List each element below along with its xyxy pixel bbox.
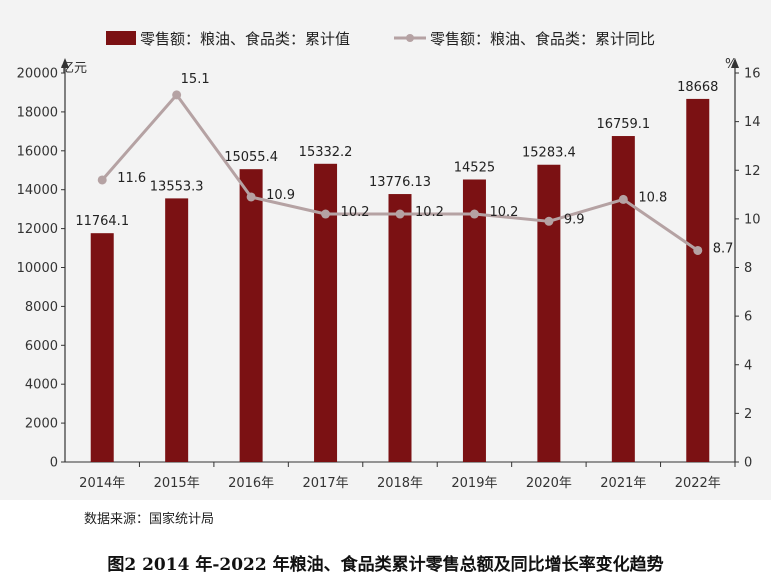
- growth-rate-label: 10.2: [489, 205, 518, 220]
- right-axis-tick-label: 2: [744, 407, 752, 422]
- right-axis-ticks: 0 2 4 6 8 10 12 14 16: [735, 67, 761, 471]
- legend-line-marker: [406, 34, 414, 42]
- growth-rate-point: [321, 209, 331, 219]
- bar-value-label: 13553.3: [150, 179, 204, 194]
- growth-rate-label: 10.9: [266, 188, 295, 203]
- figure-caption: 图2 2014 年-2022 年粮油、食品类累计零售总额及同比增长率变化趋势: [107, 555, 664, 575]
- x-axis-ticks: 2014年 2015年 2016年 2017年 2018年 2019年 2020年 2021年…: [79, 462, 736, 491]
- x-axis-tick-label: 2018年: [377, 476, 423, 491]
- growth-rate-point: [97, 175, 107, 185]
- right-axis-tick-label: 14: [744, 115, 761, 130]
- bar-value-label: 14525: [454, 160, 495, 175]
- left-axis-tick-label: 12000: [17, 222, 58, 237]
- growth-rate-point: [693, 245, 703, 255]
- growth-rate-label: 9.9: [564, 212, 585, 227]
- right-axis-tick-label: 6: [744, 310, 752, 325]
- x-axis-tick-label: 2019年: [451, 476, 497, 491]
- legend-bar-label: 零售额：粮油、食品类：累计值: [140, 30, 350, 48]
- left-axis-tick-label: 4000: [25, 378, 58, 393]
- x-axis-tick-label: 2021年: [600, 476, 646, 491]
- growth-rate-label: 10.2: [341, 205, 370, 220]
- legend: 零售额：粮油、食品类：累计值 零售额：粮油、食品类：累计同比: [106, 30, 655, 48]
- x-axis-tick-label: 2020年: [526, 476, 572, 491]
- left-axis-ticks: 0 2000 4000 6000 8000 10000 12000 14000 16000 180…: [17, 67, 65, 471]
- growth-rate-label: 8.7: [713, 241, 734, 256]
- growth-rate-label: 10.2: [415, 205, 444, 220]
- bar-data-labels: 11764.1 13553.3 15055.4 15332.2 13776.13 1452…: [75, 80, 718, 229]
- bar: [686, 98, 710, 462]
- right-axis-tick-label: 0: [744, 456, 752, 471]
- bar-value-label: 15283.4: [522, 146, 576, 161]
- left-axis-tick-label: 0: [50, 456, 58, 471]
- right-axis-arrow-icon: [731, 58, 739, 68]
- bar-value-label: 13776.13: [369, 175, 431, 190]
- bar-value-label: 15055.4: [224, 150, 278, 165]
- growth-rate-point: [172, 90, 182, 100]
- growth-rate-label: 15.1: [181, 72, 210, 87]
- x-axis-tick-label: 2016年: [228, 476, 274, 491]
- x-axis-tick-label: 2022年: [675, 476, 721, 491]
- legend-bar-swatch: [106, 31, 136, 45]
- left-axis-tick-label: 14000: [17, 183, 58, 198]
- chart-background: [0, 0, 771, 500]
- right-axis-tick-label: 12: [744, 164, 761, 179]
- bar: [537, 164, 561, 463]
- x-axis-tick-label: 2014年: [79, 476, 125, 491]
- left-axis-tick-label: 8000: [25, 300, 58, 315]
- legend-line-label: 零售额：粮油、食品类：累计同比: [430, 30, 655, 48]
- growth-rate-label: 10.8: [638, 190, 667, 205]
- bar-value-label: 16759.1: [596, 117, 650, 132]
- bar: [90, 233, 114, 462]
- x-axis-tick-label: 2017年: [303, 476, 349, 491]
- bar: [165, 198, 189, 463]
- bar-value-label: 15332.2: [299, 145, 353, 160]
- bar-value-label: 11764.1: [75, 214, 129, 229]
- growth-rate-point: [618, 194, 628, 204]
- right-axis-tick-label: 16: [744, 67, 761, 82]
- left-axis-tick-label: 16000: [17, 144, 58, 159]
- left-axis-tick-label: 20000: [17, 67, 58, 82]
- left-axis-tick-label: 10000: [17, 261, 58, 276]
- source-note: 数据来源：国家统计局: [84, 512, 215, 527]
- bar-value-label: 18668: [677, 80, 718, 95]
- right-axis-tick-label: 10: [744, 212, 761, 227]
- x-axis-tick-label: 2015年: [154, 476, 200, 491]
- growth-rate-point: [469, 209, 479, 219]
- right-axis-tick-label: 8: [744, 261, 752, 276]
- line-data-labels: 11.6 15.1 10.9 10.2 10.2 10.2 9.9 10.8 8.7: [117, 72, 733, 257]
- bar: [239, 169, 263, 462]
- line-series: [97, 90, 703, 255]
- bar-series: [90, 98, 710, 463]
- growth-rate-point: [246, 192, 256, 202]
- bar: [462, 179, 486, 462]
- left-axis-tick-label: 18000: [17, 105, 58, 120]
- bar: [388, 194, 412, 463]
- left-axis-tick-label: 2000: [25, 417, 58, 432]
- bar: [611, 136, 635, 462]
- left-axis-tick-label: 6000: [25, 339, 58, 354]
- bar: [314, 163, 338, 463]
- growth-rate-label: 11.6: [117, 171, 146, 186]
- growth-rate-point: [544, 216, 554, 226]
- left-axis-arrow-icon: [61, 58, 69, 68]
- growth-rate-point: [395, 209, 405, 219]
- right-axis-tick-label: 4: [744, 358, 752, 373]
